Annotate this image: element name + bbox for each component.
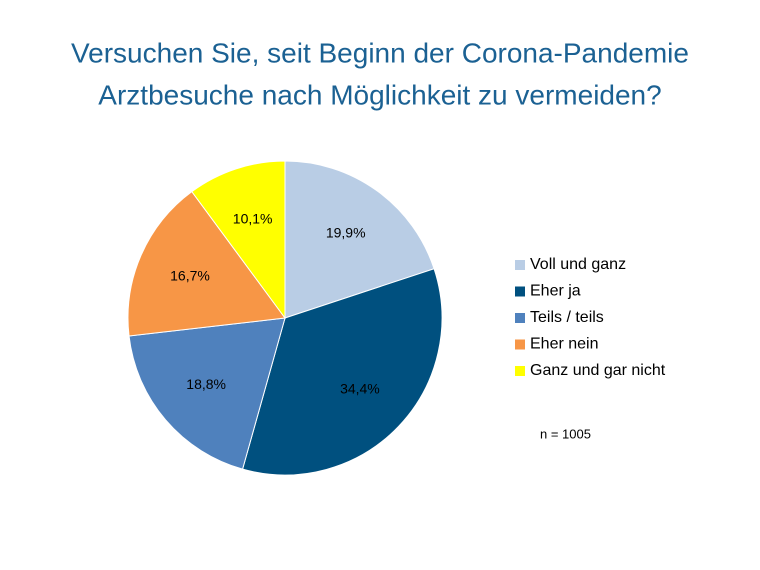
pie-slice: [241, 268, 443, 476]
legend-label: Ganz und gar nicht: [530, 362, 666, 379]
pie-slice: [128, 317, 286, 470]
legend-label: Eher nein: [530, 336, 599, 353]
value-label: 16,7%: [170, 267, 210, 283]
legend-label: Teils / teils: [530, 309, 604, 326]
pie-slice: [284, 160, 435, 319]
value-label: 19,9%: [326, 225, 366, 241]
pie-slice: [127, 190, 286, 337]
legend-swatch: [515, 313, 525, 323]
value-label: 34,4%: [340, 380, 380, 396]
value-label: 18,8%: [186, 376, 226, 392]
chart-title: Arztbesuche nach Möglichkeit zu vermeide…: [98, 79, 661, 110]
legend-label: Voll und ganz: [530, 256, 626, 273]
chart-title: Versuchen Sie, seit Beginn der Corona-Pa…: [71, 37, 689, 68]
value-label: 10,1%: [233, 210, 273, 226]
legend-swatch: [515, 286, 525, 297]
legend-swatch: [515, 260, 525, 270]
pie-slice: [191, 160, 286, 320]
annotation: n = 1005: [540, 426, 591, 441]
legend-label: Eher ja: [530, 283, 581, 300]
legend-swatch: [515, 366, 525, 376]
legend-swatch: [515, 339, 525, 350]
